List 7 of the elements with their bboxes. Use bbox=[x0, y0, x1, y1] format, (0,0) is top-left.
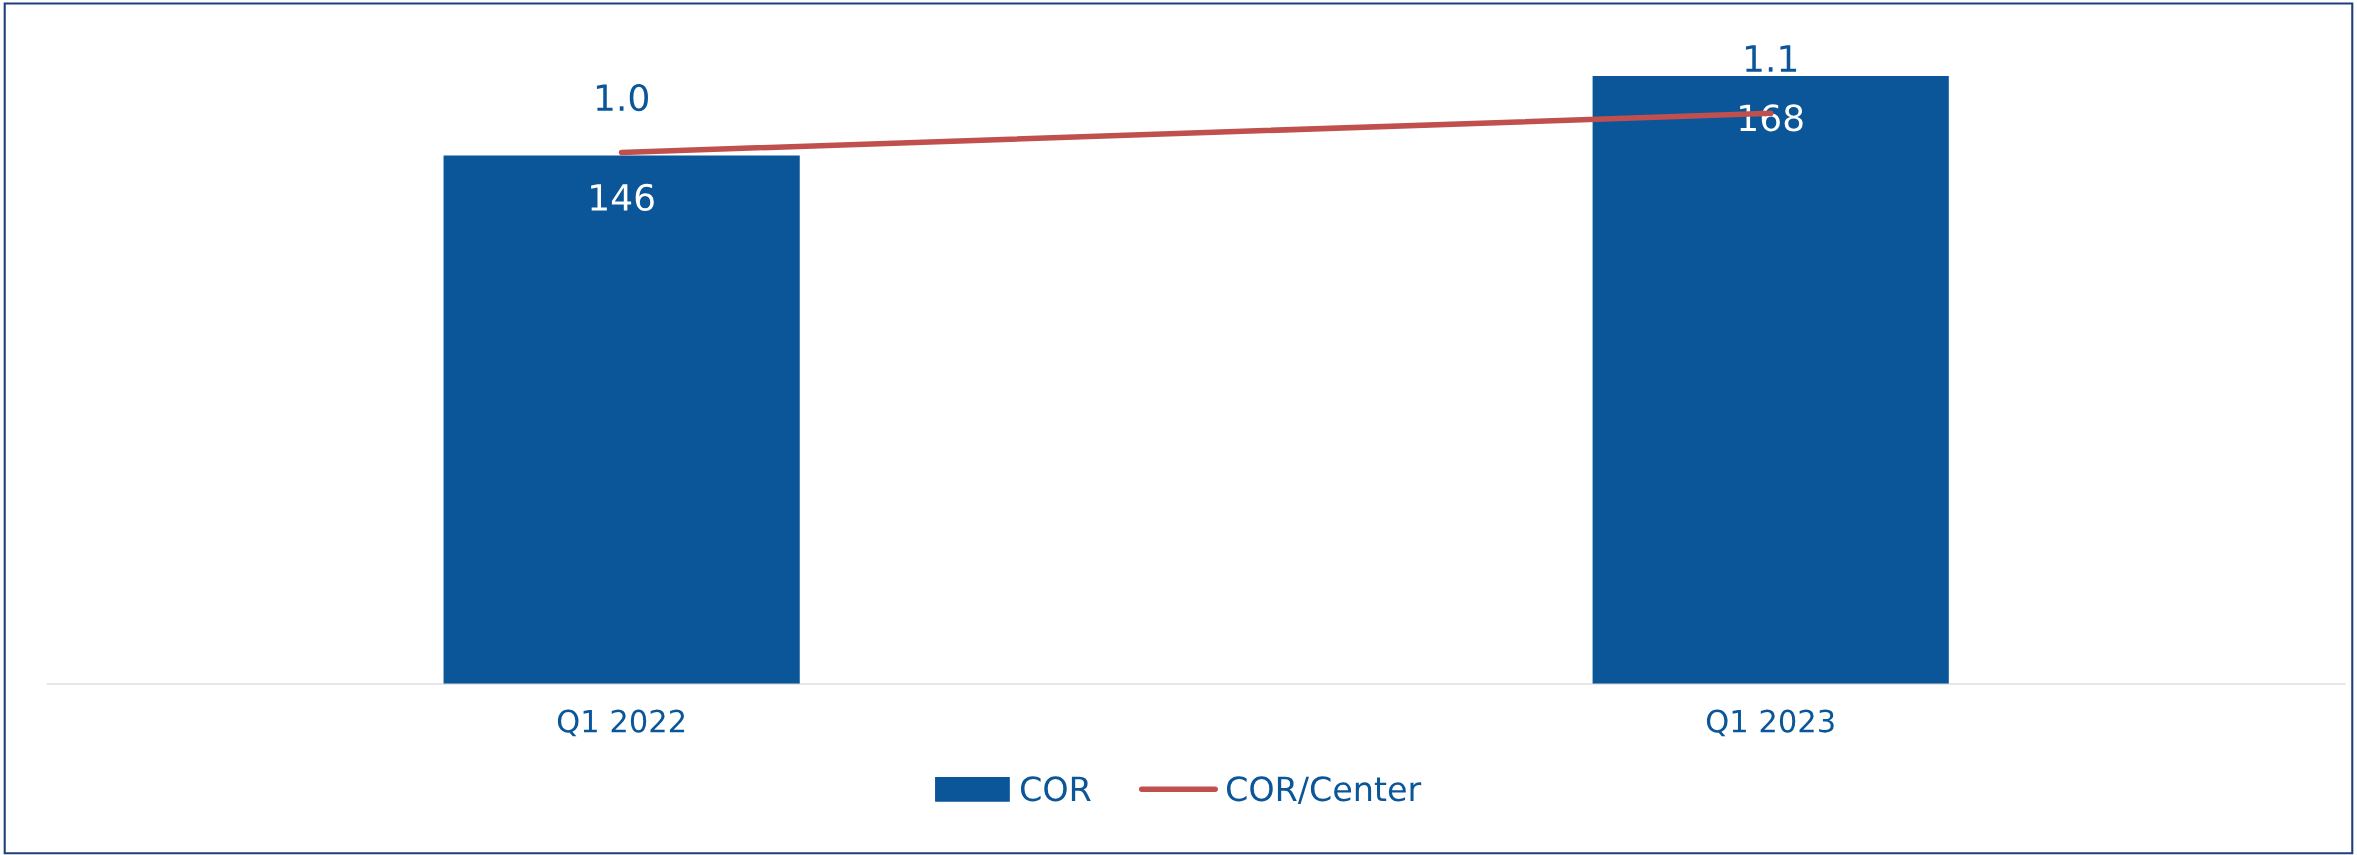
data-label: 1.0 bbox=[596, 83, 648, 112]
data-label: 1.1 bbox=[1745, 45, 1797, 72]
data-label: 146 bbox=[591, 183, 654, 212]
legend-label: COR bbox=[1020, 776, 1091, 802]
legend-label: COR/Center bbox=[1226, 776, 1422, 805]
x-tick-label: Q1 2022 bbox=[557, 709, 685, 737]
x-tick-label: Q1 2023 bbox=[1706, 709, 1834, 737]
